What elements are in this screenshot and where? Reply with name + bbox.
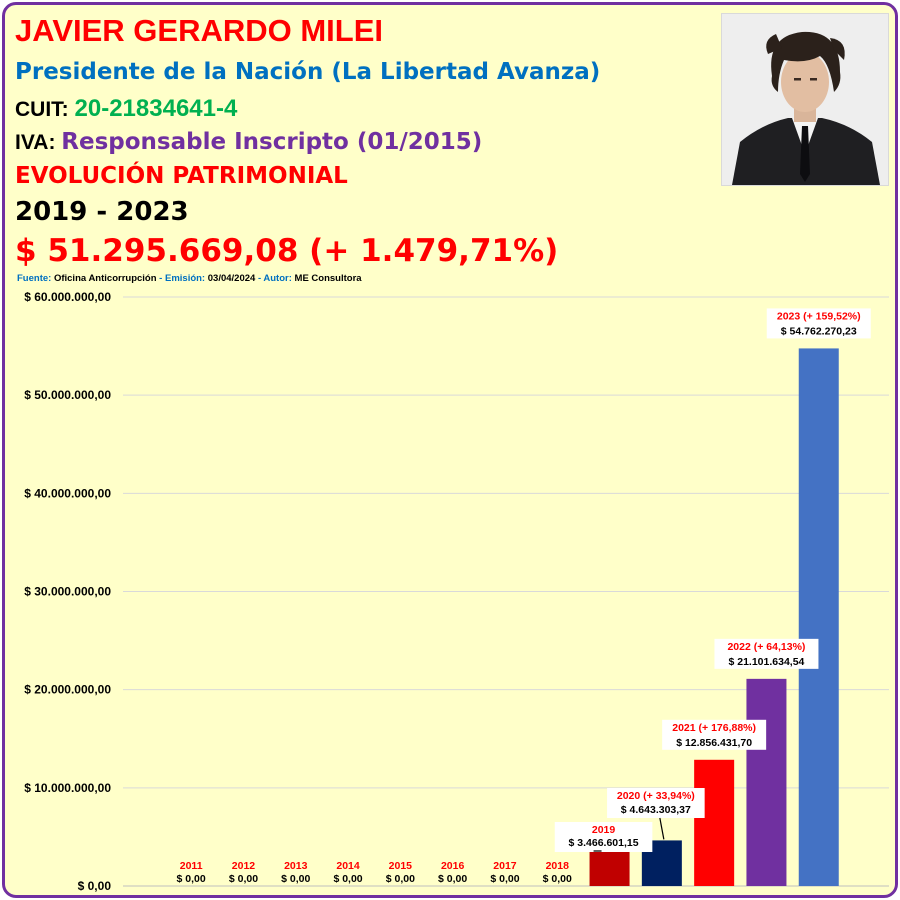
politician-role: Presidente de la Nación (La Libertad Ava… [15, 59, 601, 85]
value-label-2017: $ 0,00 [490, 873, 519, 885]
data-label-box [607, 788, 705, 818]
section-title: EVOLUCIÓN PATRIMONIAL [15, 163, 348, 189]
fuente-value: Oficina Anticorrupción [53, 273, 157, 284]
cuit-line: CUIT: 20-21834641-4 [15, 95, 237, 123]
iva-label: IVA: [15, 131, 56, 154]
leader-line [659, 817, 665, 840]
y-tick-label: $ 60.000.000,00 [24, 290, 111, 304]
value-label-2013: $ 0,00 [281, 873, 310, 885]
data-label-box [714, 638, 819, 669]
year-label-2018: 2018 [546, 860, 570, 872]
emision-label: Emisión: [164, 273, 206, 284]
patrimony-bar-chart: $ 0,00 $ 10.000.000,00 $ 20.000.000,00 $ 30… [24, 290, 889, 893]
year-label-2014: 2014 [336, 860, 360, 872]
bar-2022 [746, 678, 787, 886]
iva-line: IVA: Responsable Inscripto (01/2015) [15, 129, 482, 155]
year-label-2013: 2013 [284, 860, 308, 872]
value-label-2023: $ 54.762.270,23 [781, 325, 857, 337]
value-label-2014: $ 0,00 [333, 873, 362, 885]
year-label-2022: 2022 (+ 64,13%) [727, 641, 805, 653]
y-tick-label: $ 20.000.000,00 [24, 683, 111, 697]
year-label-2017: 2017 [493, 860, 517, 872]
value-label-2019: $ 3.466.601,15 [569, 837, 639, 849]
emision-value: 03/04/2024 [207, 273, 256, 284]
year-label-2020: 2020 (+ 33,94%) [617, 790, 695, 802]
bars [589, 348, 839, 886]
autor-value: ME Consultora [294, 273, 362, 284]
bar-2023 [798, 348, 839, 886]
y-tick-label: $ 30.000.000,00 [24, 585, 111, 599]
bar-2019 [589, 851, 630, 886]
iva-value: Responsable Inscripto (01/2015) [61, 129, 483, 155]
y-tick-label: $ 0,00 [78, 879, 112, 893]
autor-label: Autor: [263, 273, 292, 284]
cuit-label: CUIT: [15, 98, 69, 121]
value-label-2016: $ 0,00 [438, 873, 467, 885]
data-label-box [662, 719, 767, 750]
year-label-2016: 2016 [441, 860, 465, 872]
y-axis-ticks: $ 0,00 $ 10.000.000,00 $ 20.000.000,00 $ 30… [24, 290, 111, 893]
year-label-2021: 2021 (+ 176,88%) [672, 722, 756, 734]
y-tick-label: $ 10.000.000,00 [24, 781, 111, 795]
value-label-2020: $ 4.643.303,37 [621, 804, 691, 816]
y-tick-label: $ 40.000.000,00 [24, 486, 111, 500]
year-label-2015: 2015 [389, 860, 413, 872]
portrait-illustration [722, 14, 888, 185]
source-line: Fuente: Oficina Anticorrupción - Emisión… [17, 273, 362, 284]
total-change: $ 51.295.669,08 (+ 1.479,71%) [15, 233, 559, 269]
portrait-photo [721, 13, 889, 186]
data-label-box [766, 308, 871, 339]
value-label-2015: $ 0,00 [386, 873, 415, 885]
year-label-2012: 2012 [232, 860, 256, 872]
year-label-2023: 2023 (+ 159,52%) [777, 310, 861, 322]
data-label-box [554, 822, 653, 852]
value-label-2012: $ 0,00 [229, 873, 258, 885]
year-label-2019: 2019 [592, 824, 616, 836]
value-label-2011: $ 0,00 [177, 873, 206, 885]
bar-2021 [694, 759, 735, 886]
politician-name: JAVIER GERARDO MILEI [15, 13, 384, 48]
year-label-2011: 2011 [180, 860, 203, 872]
cuit-value: 20-21834641-4 [74, 95, 238, 122]
value-label-2018: $ 0,00 [543, 873, 572, 885]
value-label-2021: $ 12.856.431,70 [676, 737, 752, 749]
value-label-2022: $ 21.101.634,54 [728, 656, 804, 668]
fuente-label: Fuente: [17, 273, 52, 284]
period-range: 2019 - 2023 [15, 197, 189, 227]
y-tick-label: $ 50.000.000,00 [24, 388, 111, 402]
